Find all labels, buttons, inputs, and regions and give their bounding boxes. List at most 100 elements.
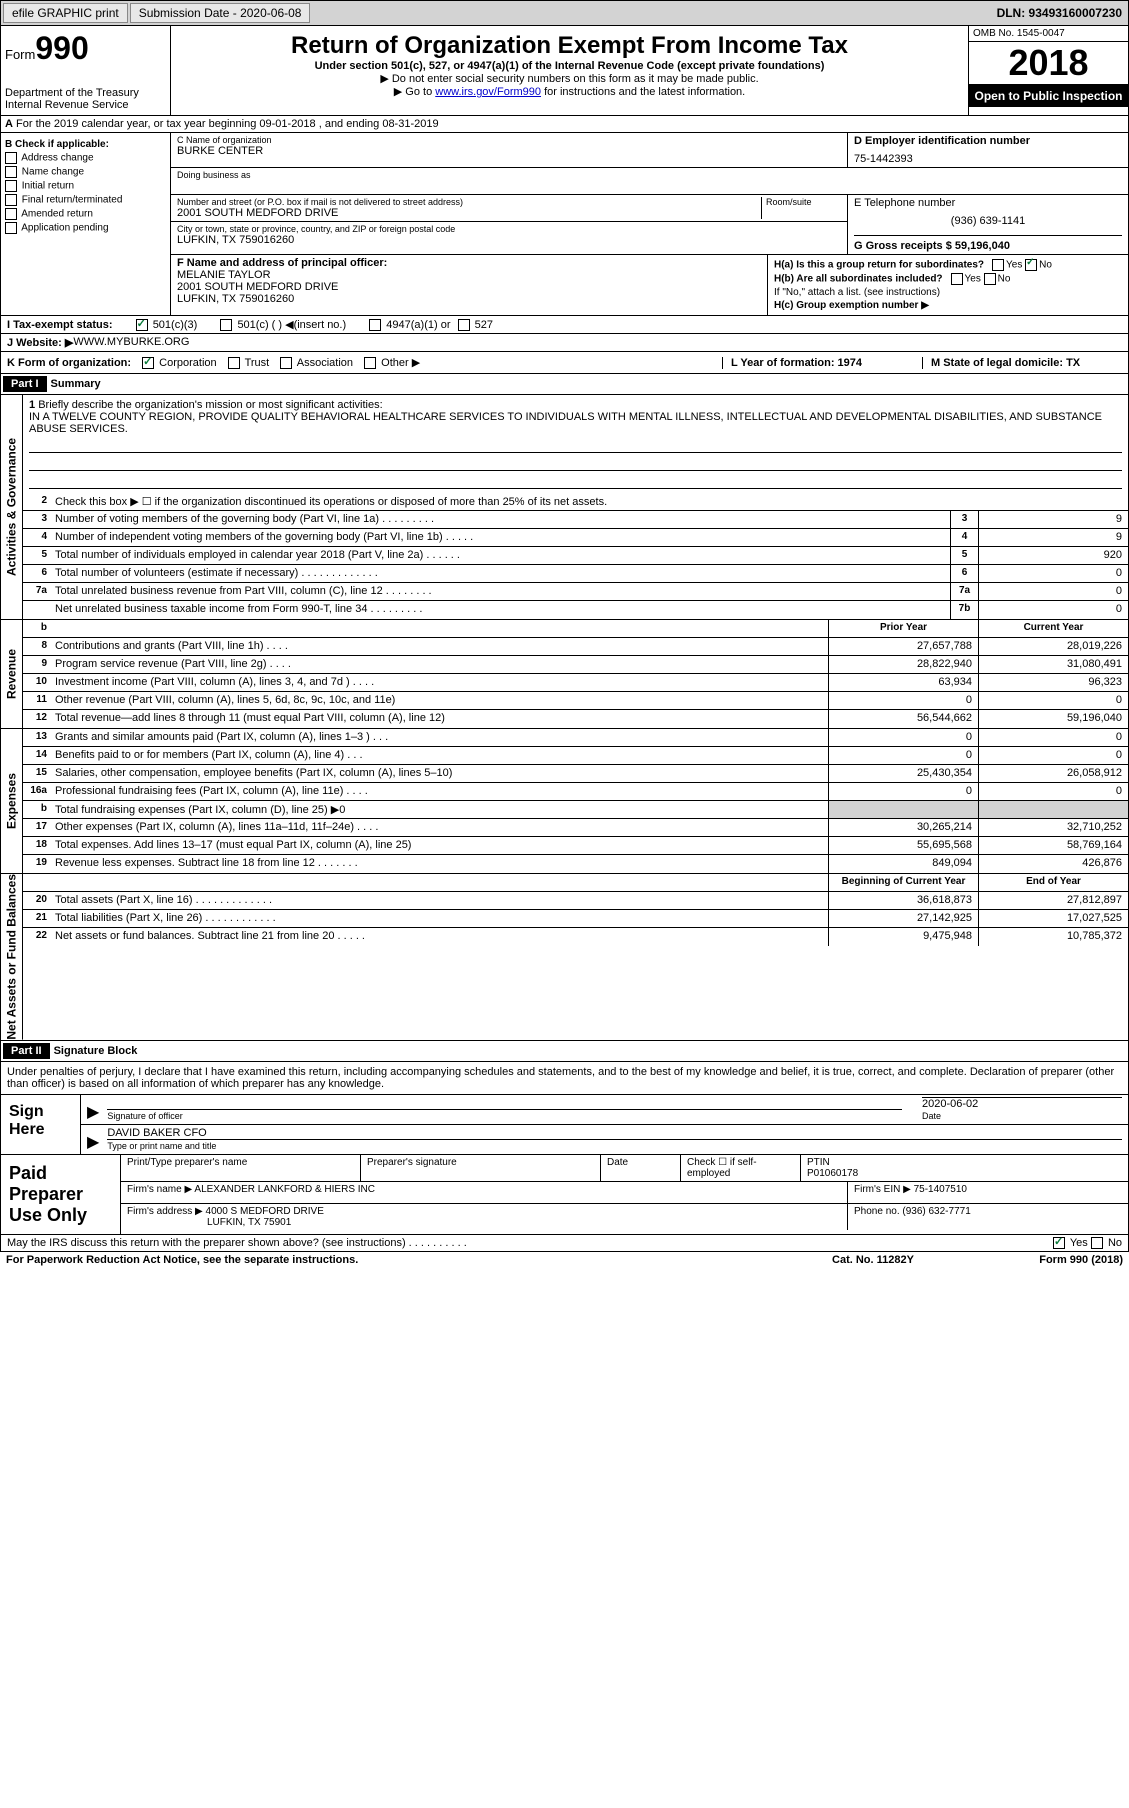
c20: 27,812,897	[978, 892, 1128, 909]
firm-ein: Firm's EIN ▶ 75-1407510	[848, 1182, 1128, 1203]
side-activities: Activities & Governance	[1, 395, 23, 619]
val-5: 920	[978, 547, 1128, 564]
officer-name: MELANIE TAYLOR	[177, 269, 761, 281]
ein-value: 75-1442393	[854, 153, 1122, 165]
form-990-footer: Form 990 (2018)	[973, 1254, 1123, 1266]
c21: 17,027,525	[978, 910, 1128, 927]
p21: 27,142,925	[828, 910, 978, 927]
prep-sig-hdr: Preparer's signature	[361, 1155, 601, 1181]
irs-label: Internal Revenue Service	[5, 99, 166, 111]
form-number: 990	[35, 30, 88, 66]
c9: 31,080,491	[978, 656, 1128, 673]
irs-link[interactable]: www.irs.gov/Form990	[435, 86, 541, 98]
org-name: BURKE CENTER	[177, 145, 841, 157]
top-toolbar: efile GRAPHIC print Submission Date - 20…	[0, 0, 1129, 26]
firm-name: Firm's name ▶ ALEXANDER LANKFORD & HIERS…	[121, 1182, 848, 1203]
val-7b: 0	[978, 601, 1128, 619]
c19: 426,876	[978, 855, 1128, 873]
side-net-assets: Net Assets or Fund Balances	[1, 874, 23, 1040]
c22: 10,785,372	[978, 928, 1128, 946]
omb-number: OMB No. 1545-0047	[969, 26, 1128, 42]
net-assets-section: Net Assets or Fund Balances Beginning of…	[0, 874, 1129, 1041]
c12: 59,196,040	[978, 710, 1128, 728]
paperwork-notice: For Paperwork Reduction Act Notice, see …	[6, 1254, 773, 1266]
row-i-tax-status: I Tax-exempt status: 501(c)(3) 501(c) ( …	[0, 316, 1129, 334]
org-name-label: C Name of organization	[177, 135, 841, 145]
p10: 63,934	[828, 674, 978, 691]
note-ssn: ▶ Do not enter social security numbers o…	[177, 72, 962, 85]
p18: 55,695,568	[828, 837, 978, 854]
part-i-header: Part ISummary	[0, 374, 1129, 395]
paid-preparer-section: Paid Preparer Use Only Print/Type prepar…	[0, 1155, 1129, 1235]
prep-ptin: PTINP01060178	[801, 1155, 1128, 1181]
p15: 25,430,354	[828, 765, 978, 782]
p17: 30,265,214	[828, 819, 978, 836]
cat-no: Cat. No. 11282Y	[773, 1254, 973, 1266]
ein-label: D Employer identification number	[854, 135, 1122, 147]
part-ii-header: Part IISignature Block	[0, 1041, 1129, 1062]
submission-date-button[interactable]: Submission Date - 2020-06-08	[130, 3, 311, 23]
c18: 58,769,164	[978, 837, 1128, 854]
room-label: Room/suite	[766, 197, 841, 207]
officer-name-title: DAVID BAKER CFO	[107, 1127, 1122, 1139]
irs-discuss-row: May the IRS discuss this return with the…	[0, 1235, 1129, 1252]
row-j-website: J Website: ▶ WWW.MYBURKE.ORG	[0, 334, 1129, 352]
phone-value: (936) 639-1141	[854, 215, 1122, 227]
p13: 0	[828, 729, 978, 746]
declaration-text: Under penalties of perjury, I declare th…	[0, 1062, 1129, 1095]
dba-label: Doing business as	[177, 170, 1122, 180]
h-b-note: If "No," attach a list. (see instruction…	[774, 287, 1122, 298]
side-expenses: Expenses	[1, 729, 23, 873]
prep-date-hdr: Date	[601, 1155, 681, 1181]
expenses-section: Expenses 13Grants and similar amounts pa…	[0, 729, 1129, 874]
efile-button[interactable]: efile GRAPHIC print	[3, 3, 128, 23]
val-7a: 0	[978, 583, 1128, 600]
year-formation: L Year of formation: 1974	[722, 357, 922, 369]
p12: 56,544,662	[828, 710, 978, 728]
officer-label: F Name and address of principal officer:	[177, 257, 761, 269]
addr-label: Number and street (or P.O. box if mail i…	[177, 197, 761, 207]
h-a: H(a) Is this a group return for subordin…	[774, 259, 1122, 271]
paid-preparer-label: Paid Preparer Use Only	[1, 1155, 121, 1234]
c10: 96,323	[978, 674, 1128, 691]
inspection-badge: Open to Public Inspection	[969, 85, 1128, 107]
c17: 32,710,252	[978, 819, 1128, 836]
h-c: H(c) Group exemption number ▶	[774, 300, 1122, 311]
section-bcdefgh: B Check if applicable: Address change Na…	[0, 133, 1129, 316]
sign-here-label: Sign Here	[1, 1095, 81, 1154]
c14: 0	[978, 747, 1128, 764]
form-header: Form990 Department of the Treasury Inter…	[0, 26, 1129, 116]
dept-label: Department of the Treasury	[5, 87, 166, 99]
p8: 27,657,788	[828, 638, 978, 655]
hdr-beg: Beginning of Current Year	[828, 874, 978, 891]
gross-receipts: G Gross receipts $ 59,196,040	[854, 235, 1122, 252]
side-revenue: Revenue	[1, 620, 23, 728]
val-6: 0	[978, 565, 1128, 582]
mission-text: IN A TWELVE COUNTY REGION, PROVIDE QUALI…	[29, 411, 1122, 435]
p11: 0	[828, 692, 978, 709]
hdr-prior: Prior Year	[828, 620, 978, 637]
dln-label: DLN: 93493160007230	[997, 6, 1126, 20]
p22: 9,475,948	[828, 928, 978, 946]
form-990-label: Form990	[5, 30, 166, 67]
row-a-tax-year: A For the 2019 calendar year, or tax yea…	[0, 116, 1129, 133]
street-address: 2001 SOUTH MEDFORD DRIVE	[177, 207, 761, 219]
revenue-section: Revenue bPrior YearCurrent Year 8Contrib…	[0, 620, 1129, 729]
c15: 26,058,912	[978, 765, 1128, 782]
c8: 28,019,226	[978, 638, 1128, 655]
p16a: 0	[828, 783, 978, 800]
column-b-checkboxes: B Check if applicable: Address change Na…	[1, 133, 171, 315]
h-b: H(b) Are all subordinates included?Yes N…	[774, 273, 1122, 285]
note-link: ▶ Go to www.irs.gov/Form990 for instruct…	[177, 85, 962, 98]
p14: 0	[828, 747, 978, 764]
p9: 28,822,940	[828, 656, 978, 673]
val-4: 9	[978, 529, 1128, 546]
sig-date: 2020-06-02	[922, 1098, 978, 1110]
c11: 0	[978, 692, 1128, 709]
phone-label: E Telephone number	[854, 197, 1122, 209]
bottom-footer: For Paperwork Reduction Act Notice, see …	[0, 1252, 1129, 1268]
form-subtitle: Under section 501(c), 527, or 4947(a)(1)…	[177, 60, 962, 72]
p20: 36,618,873	[828, 892, 978, 909]
officer-addr: 2001 SOUTH MEDFORD DRIVE	[177, 281, 761, 293]
form-word: Form	[5, 47, 35, 62]
